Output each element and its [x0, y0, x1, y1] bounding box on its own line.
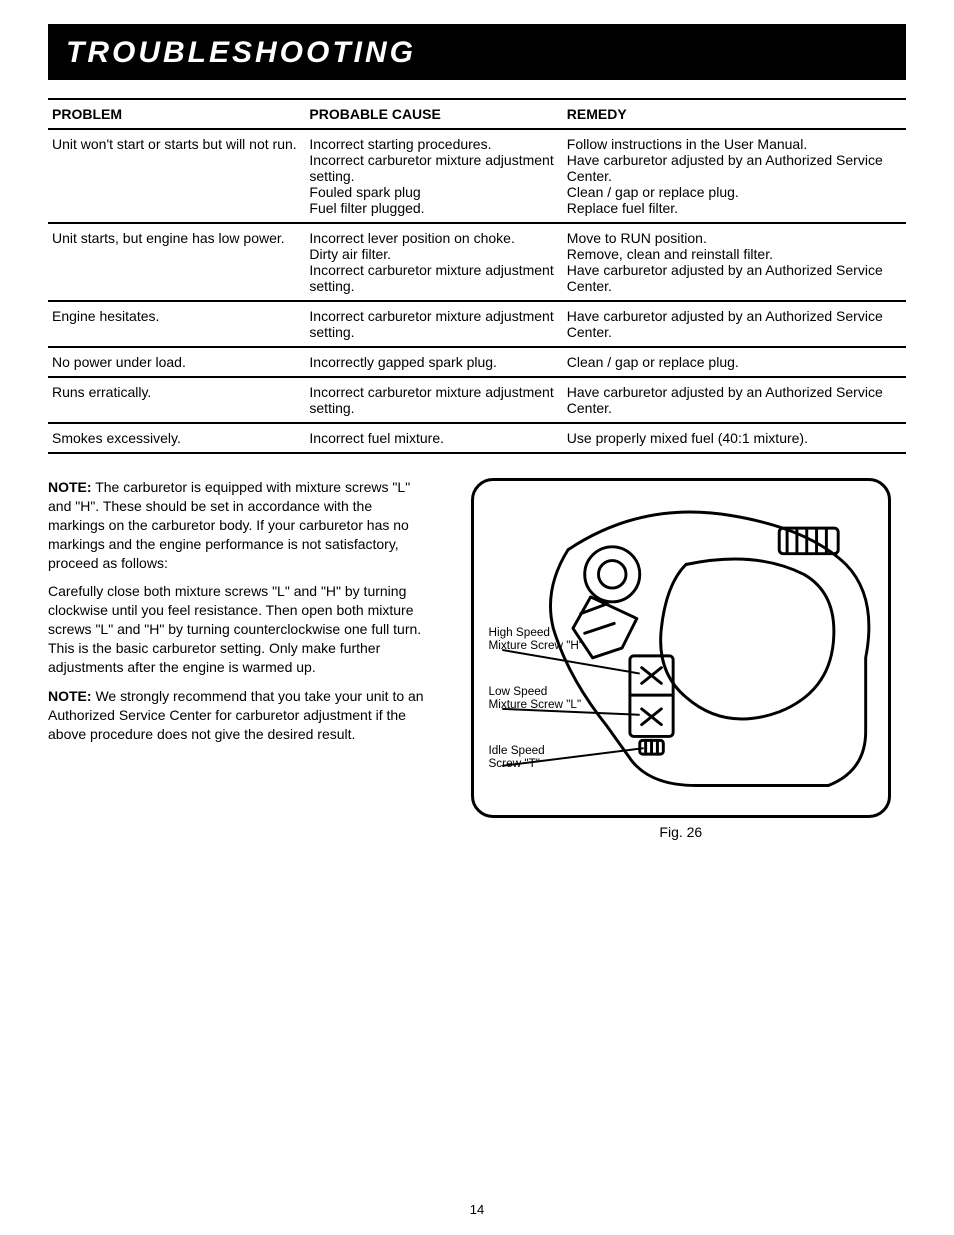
cell-cause: Incorrectly gapped spark plug.	[305, 347, 562, 377]
fig-label-idle: Idle Speed Screw "T"	[488, 744, 548, 770]
cell-remedy: Have carburetor adjusted by an Authorize…	[563, 377, 906, 423]
note-text: We strongly recommend that you take your…	[48, 688, 424, 742]
cell-cause: Incorrect carburetor mixture adjustment …	[305, 301, 562, 347]
note-label: NOTE:	[48, 688, 92, 704]
note-paragraph-2: Carefully close both mixture screws "L" …	[48, 582, 432, 676]
table-row: No power under load. Incorrectly gapped …	[48, 347, 906, 377]
table-row: Unit starts, but engine has low power. I…	[48, 223, 906, 301]
cell-remedy: Have carburetor adjusted by an Authorize…	[563, 301, 906, 347]
cell-remedy: Follow instructions in the User Manual.H…	[563, 129, 906, 223]
cell-cause: Incorrect carburetor mixture adjustment …	[305, 377, 562, 423]
figure-caption: Fig. 26	[659, 824, 702, 840]
fig-label-high: High Speed Mixture Screw "H"	[488, 626, 583, 652]
table-row: Smokes excessively. Incorrect fuel mixtu…	[48, 423, 906, 453]
cell-remedy: Use properly mixed fuel (40:1 mixture).	[563, 423, 906, 453]
cell-problem: Unit won't start or starts but will not …	[48, 129, 305, 223]
section-title: TROUBLESHOOTING	[48, 24, 906, 80]
cell-remedy: Move to RUN position.Remove, clean and r…	[563, 223, 906, 301]
cell-problem: Engine hesitates.	[48, 301, 305, 347]
cell-cause: Incorrect lever position on choke.Dirty …	[305, 223, 562, 301]
note-label: NOTE:	[48, 479, 92, 495]
cell-problem: No power under load.	[48, 347, 305, 377]
fig-label-low: Low Speed Mixture Screw "L"	[488, 685, 581, 711]
figure-box: High Speed Mixture Screw "H" Low Speed M…	[471, 478, 891, 818]
notes-column: NOTE: The carburetor is equipped with mi…	[48, 478, 432, 840]
note-paragraph-3: NOTE: We strongly recommend that you tak…	[48, 687, 432, 744]
note-text: The carburetor is equipped with mixture …	[48, 479, 410, 571]
table-row: Unit won't start or starts but will not …	[48, 129, 906, 223]
col-header-cause: PROBABLE CAUSE	[305, 99, 562, 129]
note-paragraph-1: NOTE: The carburetor is equipped with mi…	[48, 478, 432, 572]
cell-problem: Smokes excessively.	[48, 423, 305, 453]
cell-remedy: Clean / gap or replace plug.	[563, 347, 906, 377]
table-row: Runs erratically. Incorrect carburetor m…	[48, 377, 906, 423]
page-number: 14	[0, 1202, 954, 1217]
table-row: Engine hesitates. Incorrect carburetor m…	[48, 301, 906, 347]
cell-cause: Incorrect fuel mixture.	[305, 423, 562, 453]
carburetor-diagram-icon: High Speed Mixture Screw "H" Low Speed M…	[474, 481, 888, 815]
col-header-problem: PROBLEM	[48, 99, 305, 129]
col-header-remedy: REMEDY	[563, 99, 906, 129]
troubleshooting-table: PROBLEM PROBABLE CAUSE REMEDY Unit won't…	[48, 98, 906, 454]
cell-problem: Runs erratically.	[48, 377, 305, 423]
cell-cause: Incorrect starting procedures.Incorrect …	[305, 129, 562, 223]
cell-problem: Unit starts, but engine has low power.	[48, 223, 305, 301]
